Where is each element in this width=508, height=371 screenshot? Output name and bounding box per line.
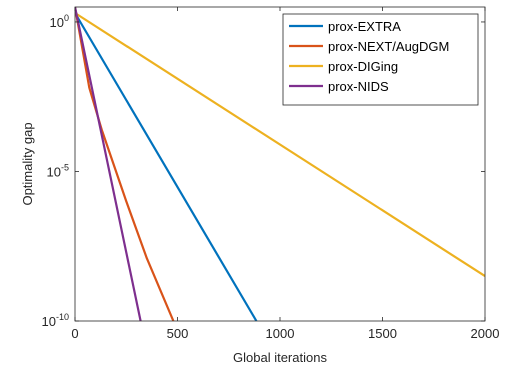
series-line-1 xyxy=(75,7,175,321)
series-line-2 xyxy=(75,12,485,278)
series-layer xyxy=(75,7,485,321)
x-tick-label: 500 xyxy=(167,326,189,341)
y-axis-label: Optimality gap xyxy=(20,122,35,205)
x-tick-label: 1500 xyxy=(368,326,397,341)
y-tick-label: 10-5 xyxy=(47,162,69,179)
x-tick-label: 2000 xyxy=(471,326,500,341)
y-tick-label: 10-10 xyxy=(42,312,69,329)
legend: prox-EXTRA prox-NEXT/AugDGM prox-DIGing pro… xyxy=(282,13,479,106)
x-tick-label: 0 xyxy=(71,326,78,341)
legend-label-0: prox-EXTRA xyxy=(328,19,401,34)
legend-label-1: prox-NEXT/AugDGM xyxy=(328,39,449,54)
legend-label-3: prox-NIDS xyxy=(328,79,389,94)
legend-label-2: prox-DIGing xyxy=(328,59,398,74)
ticks-layer: 0 500 1000 1500 2000 100 10-5 10-10 xyxy=(42,7,500,341)
x-axis-label: Global iterations xyxy=(233,350,327,365)
y-tick-label: 100 xyxy=(50,13,69,30)
x-tick-label: 1000 xyxy=(266,326,295,341)
series-line-0 xyxy=(75,12,258,321)
legend-box xyxy=(282,13,479,106)
series-line-3 xyxy=(75,7,142,321)
